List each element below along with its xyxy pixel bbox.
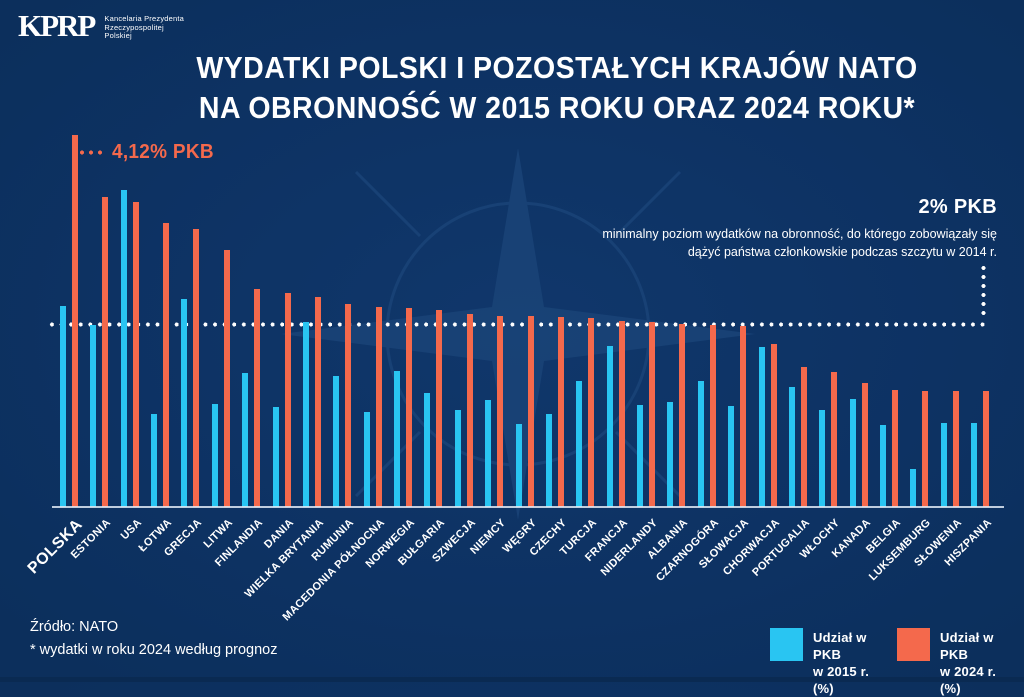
threshold-description: minimalny poziom wydatków na obronność, … [602,225,997,261]
bar-2024-portugalia [801,367,807,507]
legend-swatch-2024 [897,628,930,661]
bottom-edge-strip [0,677,1024,682]
bar-2024-finlandia [254,289,260,507]
bar-2024-hiszpania [983,391,989,507]
legend-item-2024: Udział w PKB w 2024 r. (%) [897,628,1004,697]
bar-2024-bułgaria [436,310,442,507]
kprp-logo: KPRP Kancelaria Prezydenta Rzeczypospoli… [18,8,184,44]
bar-2015-chorwacja [759,347,765,507]
bar-2024-albania [679,324,685,507]
bar-2024-norwegia [406,308,412,507]
poland-peak-annotation: 4,12% PKB [78,141,219,164]
bar-2015-węgry [516,424,522,507]
logo-org-line1: Kancelaria Prezydenta [104,14,185,23]
bar-2024-grecja [193,229,199,507]
forecast-note: * wydatki w roku 2024 według prognoz [30,642,278,658]
bar-2015-niderlandy [637,405,643,507]
bar-2024-szwecja [467,314,473,507]
bar-2015-turcja [576,381,582,507]
bar-2024-słowenia [953,391,959,507]
x-axis-line [52,506,1004,508]
legend-label-2015-line2: w 2015 r. (%) [813,664,870,696]
bar-2015-usa [121,190,127,507]
bar-2015-grecja [181,299,187,507]
bar-2024-włochy [831,372,837,507]
threshold-desc-line2: dążyć państwa członkowskie podczas szczy… [687,245,997,259]
bar-2015-dania [273,407,279,507]
bar-2024-słowacja [740,326,746,507]
bar-2024-litwa [224,250,230,507]
bar-2015-słowacja [728,406,734,507]
bar-2024-belgia [892,390,898,507]
legend-label-2015-line1: Udział w PKB [813,630,867,662]
footnotes: Źródło: NATO * wydatki w roku 2024 wedłu… [30,616,277,662]
bar-2024-rumunia [345,304,351,507]
bar-2015-niemcy [485,400,491,507]
bar-2024-usa [133,202,139,507]
bar-2015-włochy [819,410,825,507]
leader-dots-icon [78,150,105,155]
chart-title-line1: WYDATKI POLSKI I POZOSTAŁYCH KRAJÓW NATO [196,50,918,85]
bar-2015-polska [60,306,66,507]
bar-2024-francja [619,321,625,507]
bar-2024-niemcy [497,316,503,507]
bar-2024-niderlandy [649,322,655,507]
bar-2015-francja [607,346,613,507]
threshold-annotation: 2% PKB minimalny poziom wydatków na obro… [602,196,997,261]
logo-org-line3: Polskiej [104,31,132,40]
bar-2015-finlandia [242,373,248,507]
bar-2015-estonia [90,325,96,507]
bar-2024-estonia [102,197,108,507]
bar-2015-szwecja [455,410,461,507]
threshold-desc-line1: minimalny poziom wydatków na obronność, … [602,227,997,241]
legend-label-2015: Udział w PKB w 2015 r. (%) [813,628,877,697]
bar-2024-czechy [558,317,564,507]
bar-2024-łotwa [163,223,169,507]
bar-2024-turcja [588,318,594,507]
chart-title: WYDATKI POLSKI I POZOSTAŁYCH KRAJÓW NATO… [100,48,1014,128]
bar-2015-hiszpania [971,423,977,507]
bar-2015-belgia [880,425,886,507]
bar-2024-chorwacja [771,344,777,507]
bar-2015-luksemburg [910,469,916,507]
bar-2015-kanada [850,399,856,507]
kprp-logo-org-name: Kancelaria Prezydenta Rzeczypospolitej P… [104,14,185,41]
bar-2024-macedonia-północna [376,307,382,507]
bar-2024-luksemburg [922,391,928,507]
bar-2024-węgry [528,316,534,507]
bar-2015-łotwa [151,414,157,507]
bar-2024-polska [72,135,78,507]
bar-2015-albania [667,402,673,507]
legend: Udział w PKB w 2015 r. (%) Udział w PKB … [770,628,1024,697]
chart-title-line2: NA OBRONNOŚĆ W 2015 ROKU ORAZ 2024 ROKU* [198,90,916,125]
bar-2015-litwa [212,404,218,507]
legend-label-2024-line1: Udział w PKB [940,630,994,662]
threshold-heading: 2% PKB [918,196,997,218]
bar-2024-dania [285,293,291,507]
threshold-dotted-line [48,322,989,327]
bar-2024-kanada [862,383,868,507]
bar-2015-słowenia [941,423,947,507]
bar-2015-portugalia [789,387,795,507]
bar-2024-czarnogóra [710,325,716,507]
bar-2024-wielka-brytania [315,297,321,507]
kprp-logo-acronym: KPRP [18,8,96,43]
bar-2015-wielka-brytania [303,322,309,507]
bar-2015-bułgaria [424,393,430,507]
poland-peak-value: 4,12% PKB [112,141,214,163]
legend-label-2024-line2: w 2024 r. (%) [940,664,997,696]
logo-org-line2: Rzeczypospolitej [104,22,164,32]
legend-label-2024: Udział w PKB w 2024 r. (%) [940,628,1004,697]
bar-2015-rumunia [333,376,339,507]
bar-2015-czechy [546,414,552,507]
bar-2015-macedonia-północna [364,412,370,507]
legend-swatch-2015 [770,628,803,661]
threshold-connector-dots-icon [981,264,986,320]
source-note: Źródło: NATO [30,619,119,635]
bar-2015-czarnogóra [698,381,704,507]
bar-2015-norwegia [394,371,400,507]
legend-item-2015: Udział w PKB w 2015 r. (%) [770,628,877,697]
bars-layer [60,135,989,507]
